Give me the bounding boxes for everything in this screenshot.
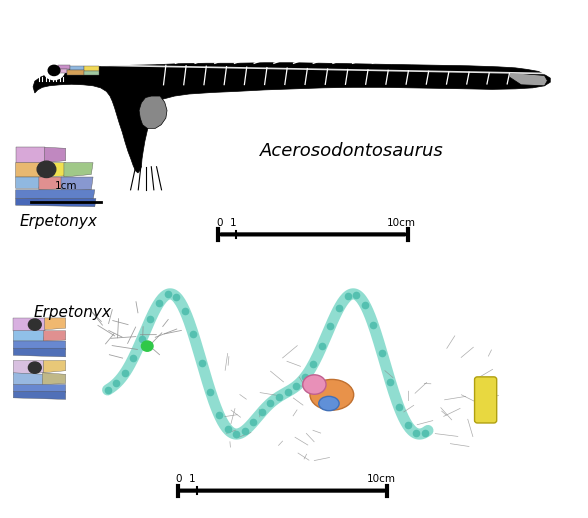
Ellipse shape <box>310 379 354 410</box>
Text: 1cm: 1cm <box>55 181 77 191</box>
Polygon shape <box>14 330 45 341</box>
Circle shape <box>37 161 56 178</box>
Polygon shape <box>44 330 66 341</box>
Polygon shape <box>58 65 70 69</box>
Polygon shape <box>84 66 99 71</box>
Polygon shape <box>16 163 42 177</box>
Polygon shape <box>39 177 64 190</box>
Polygon shape <box>14 373 44 384</box>
Polygon shape <box>14 361 44 375</box>
Polygon shape <box>84 71 99 75</box>
Polygon shape <box>70 66 84 70</box>
Polygon shape <box>14 391 66 399</box>
FancyBboxPatch shape <box>475 377 497 423</box>
Polygon shape <box>14 341 66 350</box>
Text: 10cm: 10cm <box>387 218 416 228</box>
Circle shape <box>44 61 65 80</box>
Ellipse shape <box>319 396 339 411</box>
Circle shape <box>28 319 41 330</box>
Polygon shape <box>33 63 550 173</box>
Polygon shape <box>45 147 66 163</box>
Circle shape <box>28 362 41 373</box>
Polygon shape <box>16 190 95 200</box>
Text: 0  1: 0 1 <box>176 474 196 484</box>
Text: Erpetonyx: Erpetonyx <box>34 305 112 320</box>
Polygon shape <box>67 70 84 75</box>
Polygon shape <box>16 147 45 163</box>
Polygon shape <box>45 318 66 330</box>
Circle shape <box>141 341 153 351</box>
Polygon shape <box>510 74 547 86</box>
Polygon shape <box>14 318 45 330</box>
Circle shape <box>48 65 60 76</box>
Polygon shape <box>58 69 67 74</box>
Text: 10cm: 10cm <box>367 474 396 484</box>
Text: Erpetonyx: Erpetonyx <box>19 214 97 229</box>
Polygon shape <box>14 384 66 393</box>
Polygon shape <box>44 361 66 373</box>
Polygon shape <box>42 373 66 384</box>
Text: Acerosodontosaurus: Acerosodontosaurus <box>260 142 444 161</box>
Polygon shape <box>61 177 93 191</box>
Polygon shape <box>16 177 41 188</box>
Polygon shape <box>14 348 66 357</box>
Polygon shape <box>16 198 96 207</box>
Polygon shape <box>64 163 93 177</box>
Text: 0  1: 0 1 <box>217 218 237 228</box>
Ellipse shape <box>303 375 326 394</box>
Polygon shape <box>139 96 167 128</box>
Polygon shape <box>41 163 66 177</box>
